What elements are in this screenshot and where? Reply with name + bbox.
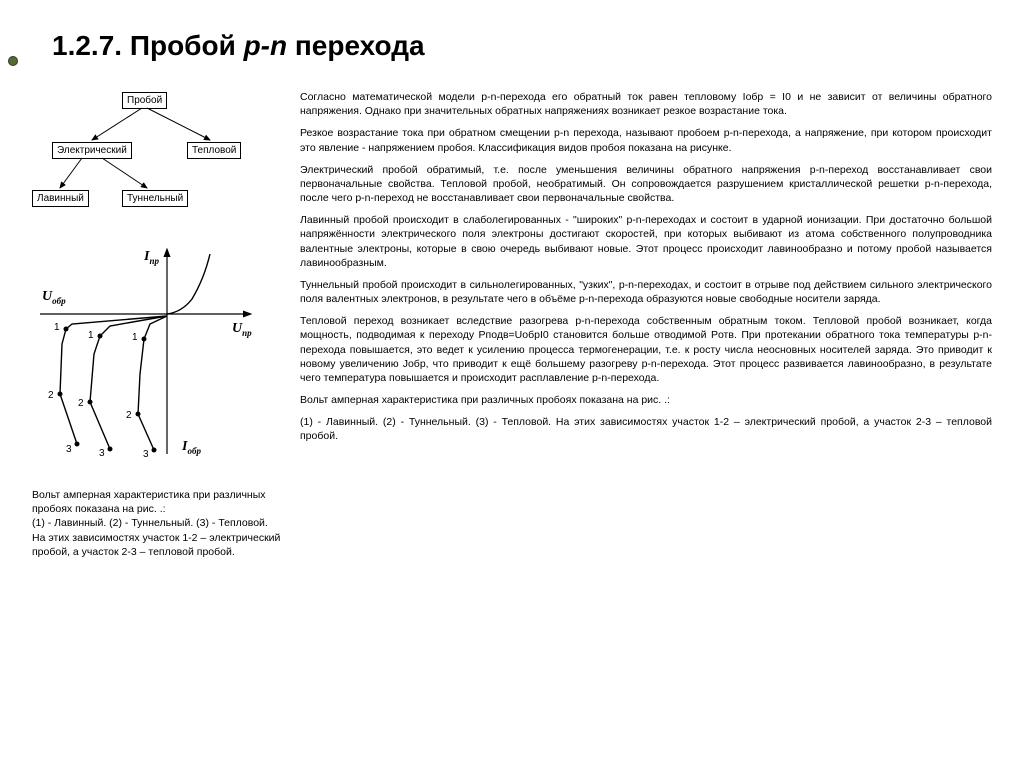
content-row: Пробой Электрический Тепловой Лавинный Т… — [32, 90, 992, 559]
title-ital: p-n — [244, 30, 288, 61]
left-column: Пробой Электрический Тепловой Лавинный Т… — [32, 90, 282, 559]
svg-text:2: 2 — [48, 390, 54, 401]
right-column: Согласно математической модели p-n-перех… — [300, 90, 992, 559]
graph-caption: Вольт амперная характеристика при различ… — [32, 488, 282, 559]
node-electric: Электрический — [52, 142, 132, 159]
para-6: Тепловой переход возникает вследствие ра… — [300, 314, 992, 385]
iv-graph: Iпр Uпр Uобр Iобр 1 2 3 1 2 3 1 — [32, 244, 262, 474]
slide-title: 1.2.7. Пробой p-n перехода — [52, 30, 992, 62]
slide-bullet — [8, 56, 18, 66]
svg-text:1: 1 — [88, 330, 94, 341]
para-4: Лавинный пробой происходит в слаболегиро… — [300, 213, 992, 270]
iv-graph-svg: Iпр Uпр Uобр Iобр 1 2 3 1 2 3 1 — [32, 244, 262, 474]
caption-line1: Вольт амперная характеристика при различ… — [32, 489, 266, 515]
title-suffix: перехода — [287, 30, 425, 61]
para-3: Электрический пробой обратимый, т.е. пос… — [300, 163, 992, 206]
svg-text:2: 2 — [126, 410, 132, 421]
svg-text:3: 3 — [143, 449, 149, 460]
para-8: (1) - Лавинный. (2) - Туннельный. (3) - … — [300, 415, 992, 443]
svg-text:Iобр: Iобр — [181, 439, 201, 456]
para-2: Резкое возрастание тока при обратном сме… — [300, 126, 992, 154]
classification-diagram: Пробой Электрический Тепловой Лавинный Т… — [32, 90, 272, 220]
node-root: Пробой — [122, 92, 167, 109]
caption-line2: (1) - Лавинный. (2) - Туннельный. (3) - … — [32, 517, 280, 557]
node-avalanche: Лавинный — [32, 190, 89, 207]
svg-text:Iпр: Iпр — [143, 249, 159, 266]
para-1: Согласно математической модели p-n-перех… — [300, 90, 992, 118]
para-7: Вольт амперная характеристика при различ… — [300, 393, 992, 407]
svg-text:3: 3 — [99, 448, 105, 459]
node-tunnel: Туннельный — [122, 190, 188, 207]
svg-text:1: 1 — [54, 322, 60, 333]
svg-text:2: 2 — [78, 398, 84, 409]
para-5: Туннельный пробой происходит в сильнолег… — [300, 278, 992, 306]
svg-text:Uпр: Uпр — [232, 321, 252, 338]
title-prefix: 1.2.7. Пробой — [52, 30, 244, 61]
svg-text:1: 1 — [132, 332, 138, 343]
svg-text:Uобр: Uобр — [42, 289, 66, 306]
svg-text:3: 3 — [66, 444, 72, 455]
node-thermal: Тепловой — [187, 142, 241, 159]
